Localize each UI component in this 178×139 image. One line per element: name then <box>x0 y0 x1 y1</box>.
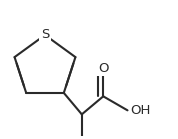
Text: S: S <box>41 28 49 42</box>
Text: F: F <box>78 138 86 139</box>
Text: O: O <box>98 62 109 75</box>
Text: OH: OH <box>130 104 151 117</box>
